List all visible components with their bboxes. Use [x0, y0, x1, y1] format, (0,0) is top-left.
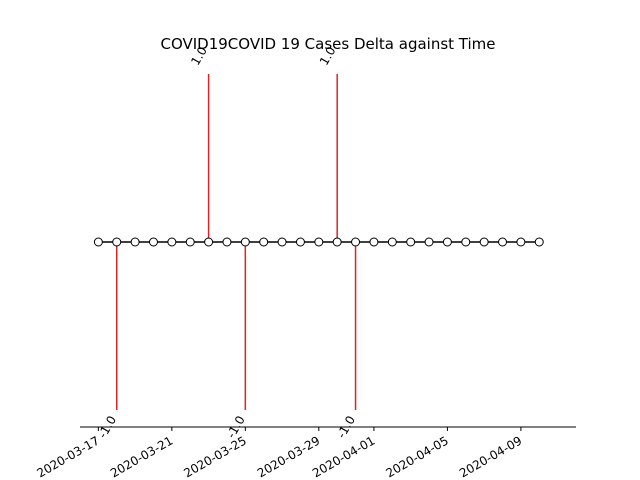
chart-title: COVID19COVID 19 Cases Delta against Time [160, 35, 495, 53]
date-marker [442, 237, 452, 247]
date-marker [424, 237, 434, 247]
date-marker [240, 237, 250, 247]
date-marker [204, 237, 214, 247]
date-marker [369, 237, 379, 247]
x-tick-label: 2020-03-17 [34, 433, 101, 480]
date-marker [479, 237, 489, 247]
date-marker [406, 237, 416, 247]
date-marker [112, 237, 122, 247]
date-marker [461, 237, 471, 247]
date-marker [185, 237, 195, 247]
date-marker [259, 237, 269, 247]
date-marker [387, 237, 397, 247]
date-marker [148, 237, 158, 247]
markers-group [93, 237, 544, 247]
x-tick-label: 2020-04-05 [384, 433, 451, 480]
x-tick-label: 2020-03-25 [181, 433, 248, 480]
date-marker [277, 237, 287, 247]
date-marker [222, 237, 232, 247]
date-marker [130, 237, 140, 247]
date-marker [93, 237, 103, 247]
date-marker [351, 237, 361, 247]
date-marker [314, 237, 324, 247]
x-tick-label: 2020-04-09 [457, 433, 524, 480]
date-marker [332, 237, 342, 247]
date-marker [534, 237, 544, 247]
x-tick-label: 2020-04-01 [310, 433, 377, 480]
date-marker [167, 237, 177, 247]
date-marker [295, 237, 305, 247]
date-marker [516, 237, 526, 247]
date-marker [498, 237, 508, 247]
x-tick-label: 2020-03-21 [108, 433, 175, 480]
stems-group [115, 74, 357, 410]
